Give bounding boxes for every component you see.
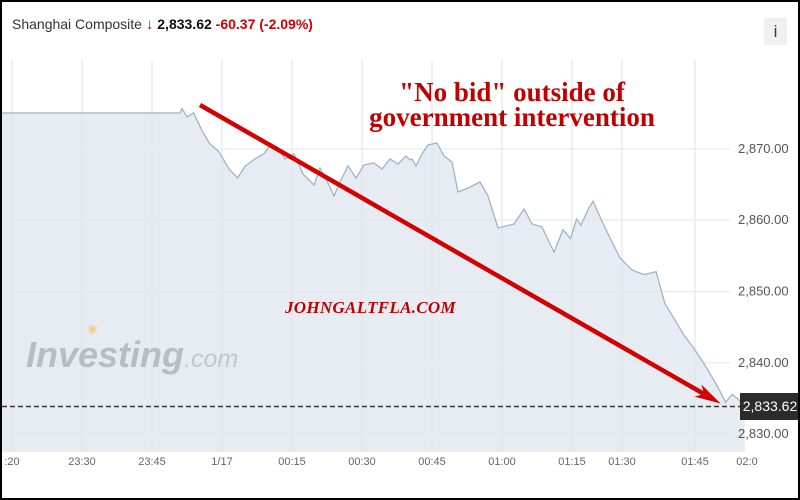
svg-text:01:45: 01:45 xyxy=(681,456,709,468)
svg-text:01:00: 01:00 xyxy=(488,456,516,468)
svg-text:01:30: 01:30 xyxy=(608,456,636,468)
svg-text:2,850.00: 2,850.00 xyxy=(738,284,789,299)
svg-text:02:0: 02:0 xyxy=(736,456,757,468)
svg-text::20: :20 xyxy=(4,456,19,468)
svg-text:23:45: 23:45 xyxy=(138,456,166,468)
svg-text:2,860.00: 2,860.00 xyxy=(738,212,789,227)
svg-text:2,830.00: 2,830.00 xyxy=(738,426,789,441)
svg-text:00:15: 00:15 xyxy=(278,456,306,468)
svg-text:01:15: 01:15 xyxy=(558,456,586,468)
svg-text:00:45: 00:45 xyxy=(418,456,446,468)
svg-text:00:30: 00:30 xyxy=(348,456,376,468)
svg-text:2,840.00: 2,840.00 xyxy=(738,355,789,370)
svg-text:1/17: 1/17 xyxy=(211,456,232,468)
svg-text:2,870.00: 2,870.00 xyxy=(738,141,789,156)
svg-text:23:30: 23:30 xyxy=(68,456,96,468)
